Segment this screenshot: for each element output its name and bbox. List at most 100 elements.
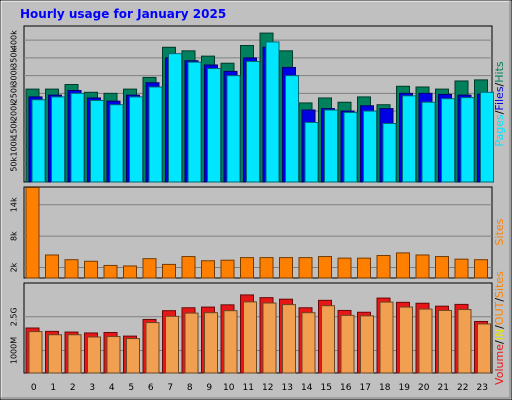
x-tick-label: 2 (70, 383, 76, 393)
legend-entry: Files (493, 86, 506, 110)
bar-in-3 (87, 336, 101, 374)
chart-title: Hourly usage for January 2025 (20, 7, 226, 21)
y-tick-label: 2.5G (10, 307, 19, 326)
x-tick-label: 22 (457, 383, 468, 393)
y-tick-label: 14k (10, 197, 19, 212)
legend-entry: Sites (493, 218, 506, 245)
bar-sites-9 (201, 260, 215, 279)
x-tick-label: 18 (379, 383, 391, 393)
bar-sites-5 (123, 265, 137, 279)
y-tick-label: 1000M (10, 337, 19, 364)
y-tick-label: 350k (10, 48, 19, 68)
y-tick-label: 50k (10, 156, 19, 171)
x-tick-label: 1 (50, 383, 56, 393)
bar-in-2 (67, 334, 82, 374)
x-tick-label: 17 (360, 383, 371, 393)
bar-in-1 (48, 334, 62, 374)
x-tick-label: 5 (128, 383, 134, 393)
legend-entry: Pages (493, 114, 506, 147)
bar-in-23 (477, 323, 491, 374)
legend-entry: OUT (493, 301, 506, 325)
bar-sites-22 (454, 258, 469, 279)
bar-pages-11 (246, 60, 260, 183)
bar-sites-7 (162, 263, 176, 279)
bar-sites-4 (103, 264, 118, 279)
bar-in-6 (145, 322, 160, 374)
legend-entry: IN (493, 329, 506, 340)
legend-entry: / (493, 82, 506, 86)
bar-in-19 (399, 306, 413, 374)
bar-sites-11 (240, 257, 254, 279)
bar-pages-22 (460, 97, 475, 183)
bar-pages-5 (129, 96, 143, 183)
bar-pages-21 (441, 98, 455, 183)
bar-sites-6 (142, 258, 157, 279)
bar-in-4 (106, 336, 121, 374)
bar-sites-17 (357, 257, 371, 279)
bar-in-11 (243, 301, 257, 374)
x-tick-label: 4 (109, 383, 115, 393)
bar-sites-18 (376, 255, 391, 279)
x-tick-label: 9 (206, 383, 212, 393)
bar-sites-10 (220, 259, 235, 279)
x-tick-label: 8 (187, 383, 193, 393)
plot-area-sites (23, 186, 493, 279)
bar-pages-0 (31, 99, 46, 183)
panel-sites: 2k 8k 14k (10, 186, 493, 279)
bar-in-0 (28, 331, 43, 374)
legend-hits-files-pages: Pages/Files/Hits (493, 61, 506, 147)
bar-pages-1 (51, 96, 65, 183)
x-axis-labels: 0 1 2 3 4 5 6 7 8 9 10 11 12 13 14 15 16 17 18 19 20 21 22 23 (31, 383, 488, 393)
bar-pages-6 (148, 86, 163, 183)
x-tick-label: 10 (223, 383, 235, 393)
bar-in-21 (438, 309, 452, 374)
y-tick-label: 300k (10, 65, 19, 85)
bar-pages-23 (480, 91, 494, 183)
bar-sites-15 (318, 256, 332, 279)
x-tick-label: 6 (148, 383, 154, 393)
x-tick-label: 14 (301, 383, 313, 393)
bar-in-16 (340, 314, 355, 374)
bar-pages-8 (187, 61, 202, 183)
bar-in-12 (262, 302, 277, 374)
bar-sites-21 (435, 256, 449, 279)
bar-sites-2 (64, 259, 79, 279)
panel-volume: 1000M 2.5G (10, 282, 493, 374)
bar-pages-9 (207, 68, 221, 183)
legend-entry: / (493, 325, 506, 329)
bar-in-14 (301, 312, 316, 374)
bar-sites-19 (396, 252, 410, 279)
y-tick-label: 150k (10, 119, 19, 139)
bar-sites-20 (415, 254, 430, 279)
bar-pages-7 (168, 53, 182, 183)
legend-sites: Sites (493, 218, 506, 245)
bar-in-10 (223, 310, 238, 374)
bar-in-22 (457, 309, 472, 374)
bar-sites-23 (474, 259, 488, 279)
bar-pages-13 (285, 75, 299, 183)
legend-entry: / (493, 110, 506, 114)
legend-entry: Hits (493, 61, 506, 83)
bar-in-9 (204, 312, 218, 374)
bar-pages-14 (304, 121, 319, 183)
x-tick-label: 0 (31, 383, 37, 393)
x-tick-label: 13 (282, 383, 293, 393)
y-tick-label: 100k (10, 136, 19, 156)
bar-in-17 (360, 315, 374, 374)
y-tick-label: 400k (10, 30, 19, 50)
bar-in-8 (184, 312, 199, 374)
bar-in-5 (126, 338, 140, 374)
x-tick-label: 23 (477, 383, 488, 393)
bar-in-7 (165, 315, 179, 374)
bar-pages-2 (70, 92, 85, 183)
x-tick-label: 16 (340, 383, 352, 393)
bar-pages-3 (90, 99, 104, 183)
x-tick-label: 7 (167, 383, 173, 393)
bar-pages-15 (324, 109, 338, 183)
bar-pages-20 (421, 101, 436, 183)
legend-entry: / (493, 340, 506, 344)
bar-sites-0 (25, 187, 40, 279)
y-tick-label: 2k (10, 262, 19, 272)
bar-in-15 (321, 305, 335, 374)
x-tick-label: 21 (438, 383, 449, 393)
